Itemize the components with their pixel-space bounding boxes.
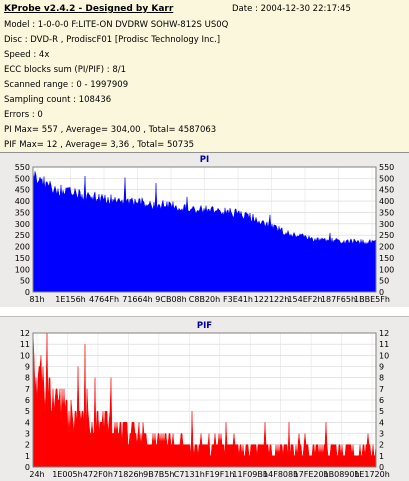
pif-chart-panel: PIF 0 0 1 1 2 2 3 3 4 4 5 5 6 6 7 7 8 8 9 9 10 10 11 11 12 12 24h 1E… [0, 316, 409, 481]
pi-xtick-label: 122122h [254, 295, 290, 304]
pif-chart-title: PIF [197, 321, 212, 331]
pi-ytick-right: 50 [379, 277, 389, 286]
pi-ytick-right: 250 [379, 231, 394, 240]
pi-plot-frame [32, 166, 377, 293]
pif-ytick-right: 6 [379, 396, 384, 405]
pi-ytick-left: 50 [20, 277, 30, 286]
pif-xtick-label: 472F0h [83, 470, 113, 479]
pi-ytick-right: 150 [379, 254, 394, 263]
pi-ytick-left: 250 [15, 231, 30, 240]
pi-ytick-left: 450 [15, 186, 30, 195]
pif-ytick-left: 3 [25, 430, 30, 439]
pi-chart-panel: PI 0 0 50 50 100 100 150 150 200 200 250 250 300 300 35… [0, 153, 409, 307]
pi-ytick-right: 350 [379, 208, 394, 217]
pi-xtick-label: F3E41h [223, 295, 253, 304]
pif-ytick-left: 11 [20, 340, 30, 349]
sampling-line: Sampling count : 108436 [4, 95, 112, 105]
pi-ytick-right: 0 [379, 288, 384, 297]
scan-date: Date : 2004-12-30 22:17:45 [232, 4, 351, 14]
pif-ytick-left: 6 [25, 396, 30, 405]
pif-ytick-right: 10 [379, 351, 389, 360]
pif-ytick-right: 0 [379, 463, 384, 472]
pif-ytick-left: 2 [25, 441, 30, 450]
pi-ytick-left: 350 [15, 208, 30, 217]
pif-xtick-label: 14F808h [263, 470, 298, 479]
pif-ytick-right: 5 [379, 407, 384, 416]
pi-ytick-left: 200 [15, 243, 30, 252]
pi-summary-line: PI Max= 557 , Average= 304,00 , Total= 4… [4, 125, 217, 135]
pi-ytick-right: 450 [379, 186, 394, 195]
ecc-line: ECC blocks sum (PI/PIF) : 8/1 [4, 65, 127, 75]
pif-ytick-right: 3 [379, 430, 384, 439]
pi-xtick-label: 1E156h [55, 295, 85, 304]
pif-ytick-right: 11 [379, 340, 389, 349]
errors-line: Errors : 0 [4, 110, 43, 120]
pif-ytick-right: 8 [379, 374, 384, 383]
pi-ytick-left: 150 [15, 254, 30, 263]
pif-xtick-label: 17FE20h [294, 470, 329, 479]
pif-series [32, 332, 377, 468]
pi-series [32, 171, 377, 293]
pi-ytick-left: 300 [15, 220, 30, 229]
pi-ytick-right: 200 [379, 243, 394, 252]
pi-xtick-label: 1BBE5Fh [354, 295, 390, 304]
pif-xtick-label: 9B7B5h [143, 470, 174, 479]
pi-xtick-label: C8B20h [189, 295, 220, 304]
pif-ytick-left: 12 [20, 329, 30, 338]
pi-ytick-right: 300 [379, 220, 394, 229]
pi-xtick-label: 187F65h [321, 295, 356, 304]
pif-xtick-label: 24h [29, 470, 44, 479]
pif-ytick-right: 1 [379, 452, 384, 461]
pi-chart-title: PI [200, 155, 209, 165]
pi-xtick-label: 81h [29, 295, 44, 304]
pi-ytick-right: 100 [379, 265, 394, 274]
pif-xtick-label: 1B0890h [324, 470, 360, 479]
pif-ytick-left: 0 [25, 463, 30, 472]
pi-ytick-left: 0 [25, 288, 30, 297]
pi-ytick-right: 500 [379, 174, 394, 183]
pif-xtick-label: 71826h [113, 470, 144, 479]
pif-xtick-label: 1E005h [52, 470, 82, 479]
speed-line: Speed : 4x [4, 50, 50, 60]
pif-ytick-left: 9 [25, 363, 30, 372]
pif-plot-frame [32, 332, 377, 468]
pif-ytick-left: 1 [25, 452, 30, 461]
pif-ytick-left: 7 [25, 385, 30, 394]
pif-summary-line: PIF Max= 12 , Average= 3,36 , Total= 507… [4, 140, 195, 150]
pif-ytick-left: 4 [25, 418, 30, 427]
app-title: KProbe v2.4.2 - Designed by Karr [4, 4, 174, 14]
pi-xtick-label: 154EF2h [287, 295, 322, 304]
pif-ytick-right: 2 [379, 441, 384, 450]
pif-ytick-right: 9 [379, 363, 384, 372]
pi-chart: PI 0 0 50 50 100 100 150 150 200 200 250 250 300 300 35… [15, 155, 395, 304]
pi-ytick-right: 550 [379, 163, 394, 172]
pif-ytick-left: 10 [20, 351, 30, 360]
pi-xtick-label: 9CB08h [155, 295, 186, 304]
model-line: Model : 1-0-0-0 F:LITE-ON DVDRW SOHW-812… [4, 20, 229, 30]
pif-ytick-left: 5 [25, 407, 30, 416]
pi-ytick-left: 400 [15, 197, 30, 206]
pif-xtick-label: 1E1720h [354, 470, 390, 479]
info-panel: KProbe v2.4.2 - Designed by Karr Date : … [0, 0, 409, 153]
disc-line: Disc : DVD-R , ProdiscF01 [Prodisc Techn… [4, 35, 221, 45]
pif-ytick-left: 8 [25, 374, 30, 383]
pif-xtick-label: 11F09Bh [232, 470, 268, 479]
pif-xtick-label: C7131h [174, 470, 205, 479]
pi-xtick-label: 4764Fh [89, 295, 119, 304]
range-line: Scanned range : 0 - 1997909 [4, 80, 129, 90]
pi-ytick-left: 550 [15, 163, 30, 172]
pi-xtick-label: 71664h [122, 295, 153, 304]
pif-ytick-right: 7 [379, 385, 384, 394]
pi-ytick-right: 400 [379, 197, 394, 206]
pi-ytick-left: 100 [15, 265, 30, 274]
pif-ytick-right: 4 [379, 418, 384, 427]
pif-ytick-right: 12 [379, 329, 389, 338]
pif-xtick-label: F19F1h [205, 470, 235, 479]
pi-ytick-left: 500 [15, 174, 30, 183]
